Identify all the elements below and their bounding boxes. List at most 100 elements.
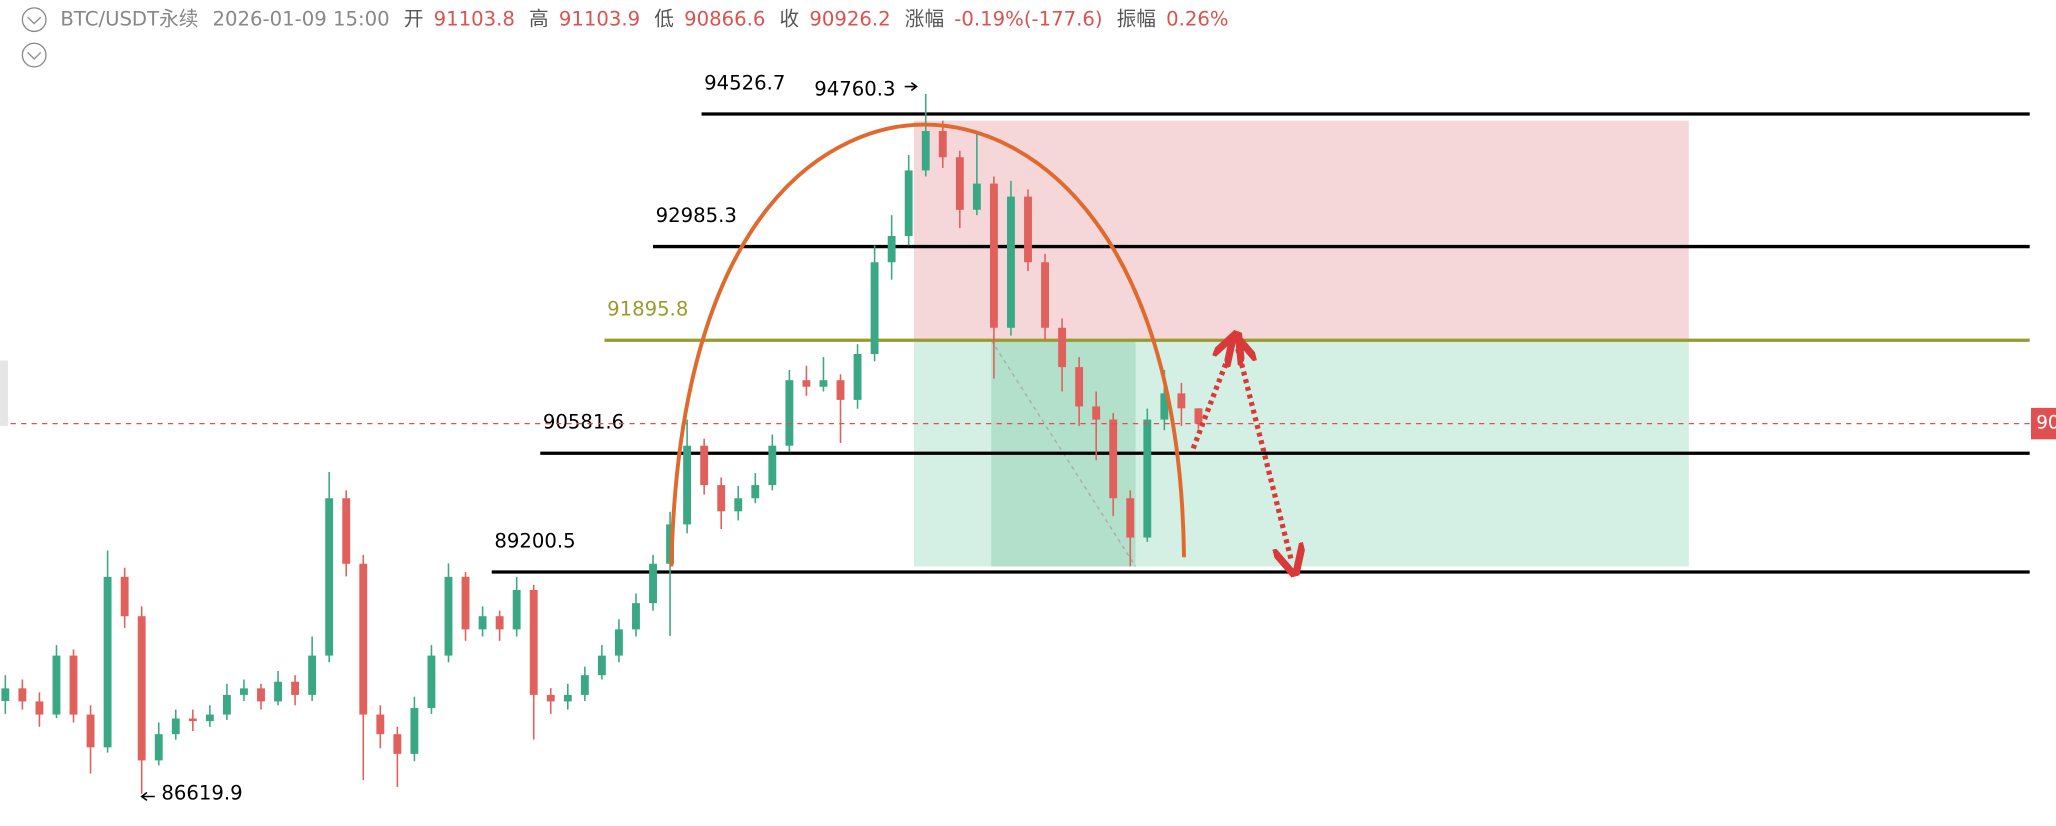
amplitude-value: 0.26% — [1166, 7, 1228, 30]
candle-body — [171, 718, 180, 735]
candle-body — [376, 714, 385, 735]
candle-body — [546, 694, 555, 702]
arrow-down — [1238, 349, 1292, 561]
candle-body — [563, 694, 572, 702]
candle-body — [86, 714, 95, 748]
candle-body — [103, 576, 112, 748]
collapse-icon[interactable] — [21, 7, 47, 33]
arc-drawing — [669, 122, 1186, 567]
candle-body — [1109, 419, 1118, 499]
candle-body — [1160, 393, 1169, 420]
level-label: 94526.7 — [704, 71, 785, 94]
candle-body — [137, 616, 146, 761]
candle-body — [52, 655, 61, 715]
candle-body — [427, 655, 436, 709]
candle-body — [69, 655, 78, 715]
candle-body — [444, 576, 453, 656]
candle-body — [35, 701, 44, 715]
open-value: 91103.8 — [434, 7, 515, 30]
candle-body — [870, 262, 879, 354]
candle-body — [989, 183, 998, 328]
open-label: 开 — [404, 7, 424, 30]
candles: 90926.2 94760.3 86619.9 — [0, 78, 2056, 804]
candle-body — [649, 563, 657, 604]
candle-body — [1007, 196, 1015, 328]
candle-body — [751, 485, 760, 499]
header: BTC/USDT永续 2026-01-09 15:00 开 91103.8 高 … — [60, 7, 1228, 30]
candle-body — [342, 498, 351, 564]
candle-body — [359, 563, 368, 715]
close-value: 90926.2 — [809, 7, 890, 30]
candle-body — [836, 380, 845, 400]
candle-body — [1177, 393, 1186, 409]
candle-body — [1126, 498, 1135, 538]
candle-body — [938, 131, 947, 158]
candle-body — [768, 445, 777, 486]
candle-body — [393, 734, 402, 754]
low-value: 90866.6 — [684, 7, 765, 30]
zones — [913, 120, 1689, 567]
candle-body — [274, 681, 282, 702]
symbol: BTC/USDT永续 — [60, 7, 198, 30]
arrow-up — [1190, 346, 1232, 450]
candle-body — [188, 718, 197, 722]
high-annotation: 94760.3 — [814, 78, 895, 101]
candle-body — [222, 694, 231, 715]
close-label: 收 — [780, 7, 800, 30]
expand-icon-chevron — [27, 51, 42, 60]
candle-body — [972, 183, 981, 210]
candle-body — [1092, 406, 1101, 420]
candle-body — [1, 688, 10, 701]
low-label: 低 — [654, 7, 674, 30]
candle-body — [700, 445, 709, 486]
level-label: 89200.5 — [494, 529, 575, 552]
candle-body — [512, 589, 521, 630]
candle-body — [580, 675, 589, 695]
candle-body — [734, 498, 743, 512]
high-arrow — [904, 81, 918, 92]
side-tab[interactable] — [0, 360, 8, 427]
candle-body — [1041, 262, 1049, 328]
candle-body — [802, 380, 811, 387]
level-label: 91895.8 — [607, 298, 688, 321]
candle-body — [853, 353, 862, 400]
collapse-icon-chevron — [27, 16, 42, 25]
change-label: 涨幅 — [905, 7, 944, 30]
candle-body — [1058, 327, 1067, 368]
expand-icon[interactable] — [21, 42, 47, 68]
current-price-label: 90926.2 — [2036, 413, 2056, 434]
candle-body — [717, 485, 726, 512]
candle-body — [1075, 367, 1084, 407]
candle-body — [257, 688, 265, 702]
amplitude-label: 振幅 — [1117, 7, 1156, 30]
level-label: 92985.3 — [656, 204, 737, 227]
candle-body — [683, 445, 692, 525]
candle-body — [666, 524, 674, 564]
candle-body — [597, 655, 606, 676]
candle-body — [325, 498, 334, 656]
change-value: -0.19%(-177.6) — [954, 7, 1102, 30]
candle-body — [529, 589, 538, 695]
level-label: 90581.6 — [543, 411, 624, 434]
candle-body — [291, 681, 300, 695]
candle-body — [18, 688, 27, 702]
high-value: 91103.9 — [559, 7, 640, 30]
time: 2026-01-09 15:00 — [213, 7, 390, 30]
overlay — [0, 7, 1292, 567]
candle-body — [495, 616, 504, 630]
candle-body — [154, 734, 163, 761]
candle-body — [887, 236, 896, 263]
candle-body — [1024, 196, 1032, 263]
candle-body — [632, 603, 640, 630]
candle-body — [461, 576, 470, 630]
candle-body — [240, 688, 248, 695]
candle-body — [955, 157, 964, 210]
candle-body — [921, 131, 930, 171]
candle-body — [785, 380, 794, 446]
candle-body — [819, 380, 828, 387]
current-price-tag — [2031, 407, 2056, 440]
candle-body — [478, 616, 487, 630]
candle-body — [1143, 419, 1152, 538]
candle-body — [205, 714, 214, 722]
